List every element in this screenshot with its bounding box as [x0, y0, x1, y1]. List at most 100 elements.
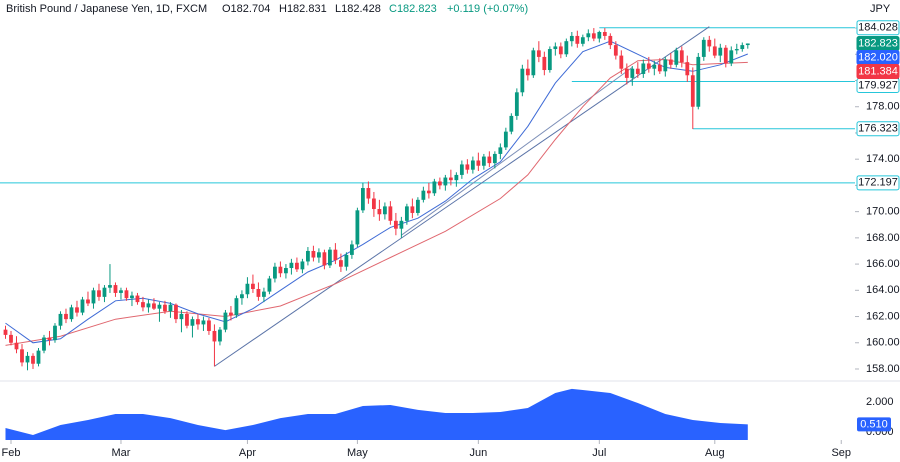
- candle-body: [256, 288, 261, 297]
- indicator-tag-label: 0.510: [860, 418, 888, 430]
- candle-body: [470, 160, 475, 170]
- candle-body: [465, 164, 470, 170]
- candle-body: [42, 337, 46, 351]
- candle-body: [503, 131, 508, 148]
- candle-body: [745, 43, 750, 46]
- candle-body: [207, 320, 211, 331]
- candle-body: [69, 307, 74, 320]
- ohlc-low: L182.428: [335, 3, 381, 15]
- candle-body: [102, 287, 107, 297]
- price-tag-label: 172.197: [858, 177, 898, 189]
- candle-body: [712, 46, 717, 56]
- candle-body: [498, 147, 503, 154]
- candle-body: [657, 64, 662, 72]
- candle-body: [602, 31, 607, 36]
- candle-body: [91, 290, 96, 304]
- candle-body: [157, 304, 162, 309]
- candle-body: [119, 290, 123, 293]
- moving-average: [5, 40, 748, 344]
- candle-body: [740, 45, 745, 50]
- candle-body: [586, 33, 591, 38]
- candle-body: [185, 313, 189, 326]
- candle-body: [97, 290, 101, 297]
- candle-body: [674, 50, 679, 65]
- candle-body: [306, 250, 310, 262]
- x-tick-label: May: [347, 447, 368, 459]
- candle-body: [454, 174, 459, 181]
- candle-body: [701, 39, 706, 57]
- candle-body: [371, 198, 376, 210]
- x-tick-label: Aug: [705, 447, 725, 459]
- candle-body: [421, 190, 426, 200]
- candle-body: [80, 299, 85, 313]
- y-tick-label: 160.000: [866, 337, 900, 349]
- candle-body: [75, 307, 79, 313]
- candle-body: [624, 68, 629, 78]
- candle-body: [174, 304, 178, 320]
- indicator-tick-label: 2.000: [866, 396, 894, 408]
- candle-body: [179, 313, 184, 320]
- candle-body: [679, 50, 684, 63]
- candle-body: [690, 75, 695, 107]
- candle-body: [476, 160, 481, 166]
- candle-body: [525, 68, 530, 76]
- candle-body: [641, 63, 646, 74]
- candle-body: [317, 252, 321, 258]
- candle-body: [322, 252, 327, 266]
- y-tick-label: 166.000: [866, 258, 900, 270]
- candle-body: [448, 177, 453, 181]
- candle-body: [223, 312, 228, 330]
- candle-body: [393, 220, 398, 229]
- candle-body: [86, 299, 90, 304]
- candle-body: [564, 41, 569, 55]
- candle-body: [289, 262, 294, 269]
- candle-body: [646, 63, 651, 69]
- candle-body: [696, 56, 701, 107]
- price-tag-label: 181.384: [858, 65, 898, 77]
- price-tag-label: 176.323: [858, 123, 898, 135]
- candle-body: [360, 188, 365, 211]
- price-tag-label: 184.028: [858, 22, 898, 34]
- indicator-area: [5, 388, 748, 440]
- candle-body: [404, 206, 409, 221]
- candle-body: [234, 298, 239, 316]
- indicator-tag: [857, 417, 891, 432]
- trendline: [214, 26, 710, 367]
- candle-body: [349, 244, 354, 255]
- ohlc-high: H182.831: [279, 3, 327, 15]
- candle-body: [229, 312, 233, 316]
- candle-body: [333, 249, 338, 261]
- x-tick-label: Jun: [469, 447, 487, 459]
- candle-body: [388, 206, 393, 221]
- candle-body: [382, 206, 387, 215]
- price-tag: [856, 121, 900, 137]
- candle-body: [531, 50, 536, 76]
- y-tick-label: 170.000: [866, 206, 900, 218]
- price-tag-label: 179.927: [858, 79, 898, 91]
- candle-body: [9, 334, 13, 343]
- candle-body: [124, 290, 129, 299]
- candle-body: [284, 268, 288, 274]
- x-tick-label: Jul: [592, 447, 606, 459]
- candle-body: [344, 254, 349, 267]
- x-tick-label: Apr: [239, 447, 256, 459]
- candle-body: [278, 266, 283, 274]
- currency: JPY: [870, 3, 891, 15]
- candle-body: [295, 262, 299, 270]
- candle-body: [240, 294, 244, 299]
- y-tick-label: 164.000: [866, 284, 900, 296]
- candle-body: [218, 329, 222, 342]
- y-tick-label: 168.000: [866, 232, 900, 244]
- candle-body: [668, 59, 673, 65]
- candle-body: [415, 199, 420, 213]
- candle-body: [481, 156, 486, 166]
- candle-body: [152, 303, 156, 309]
- candle-body: [14, 342, 19, 350]
- candle-body: [663, 59, 668, 72]
- candle-body: [245, 283, 250, 295]
- candle-body: [273, 266, 277, 279]
- ohlc-open: O182.704: [222, 3, 270, 15]
- candle-body: [718, 47, 723, 56]
- candle-body: [652, 64, 657, 69]
